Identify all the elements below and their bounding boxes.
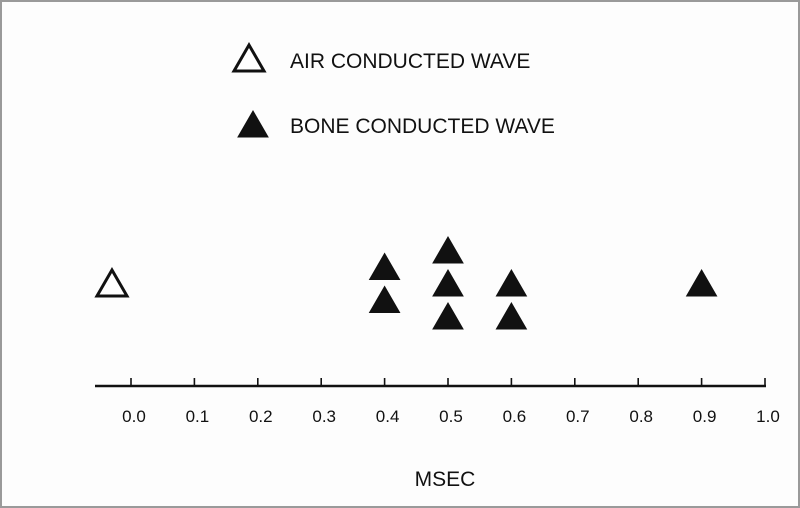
x-tick-label: 0.1 [186,407,210,426]
legend-marker-bone-filled-triangle [237,109,269,138]
bone-conducted-point [432,301,464,330]
bone-conducted-point [368,252,401,280]
bone-conducted-point [495,268,528,297]
x-tick-label: 0.9 [693,407,717,426]
bone-conducted-point [685,268,718,297]
legend-label-air: AIR CONDUCTED WAVE [290,50,530,73]
x-tick-label: 0.3 [312,407,336,426]
bone-conducted-point [495,301,528,330]
x-tick-label: 0.5 [439,407,463,426]
x-tick-label: 0.6 [503,407,527,426]
legend-marker-air-open-triangle [231,41,267,73]
x-tick-label: 0.8 [629,407,653,426]
x-tick-label: 0.2 [249,407,273,426]
air-conducted-point [94,266,130,298]
bone-conducted-point [432,235,464,264]
x-tick-label: 0.7 [566,407,590,426]
legend: AIR CONDUCTED WAVE BONE CONDUCTED WAVE [231,41,555,138]
bone-conducted-point [368,285,401,313]
legend-label-bone: BONE CONDUCTED WAVE [290,115,555,138]
x-tick-label: 1.0 [756,407,780,426]
x-tick-label: 0.4 [376,407,400,426]
bone-conducted-point [432,268,464,297]
x-tick-label: 0.0 [122,407,146,426]
x-axis-label: MSEC [415,468,476,491]
x-axis: 0.0 0.1 0.2 0.3 0.4 0.5 0.6 0.7 0.8 0.9 1.0 [95,378,780,426]
data-points [94,235,718,330]
